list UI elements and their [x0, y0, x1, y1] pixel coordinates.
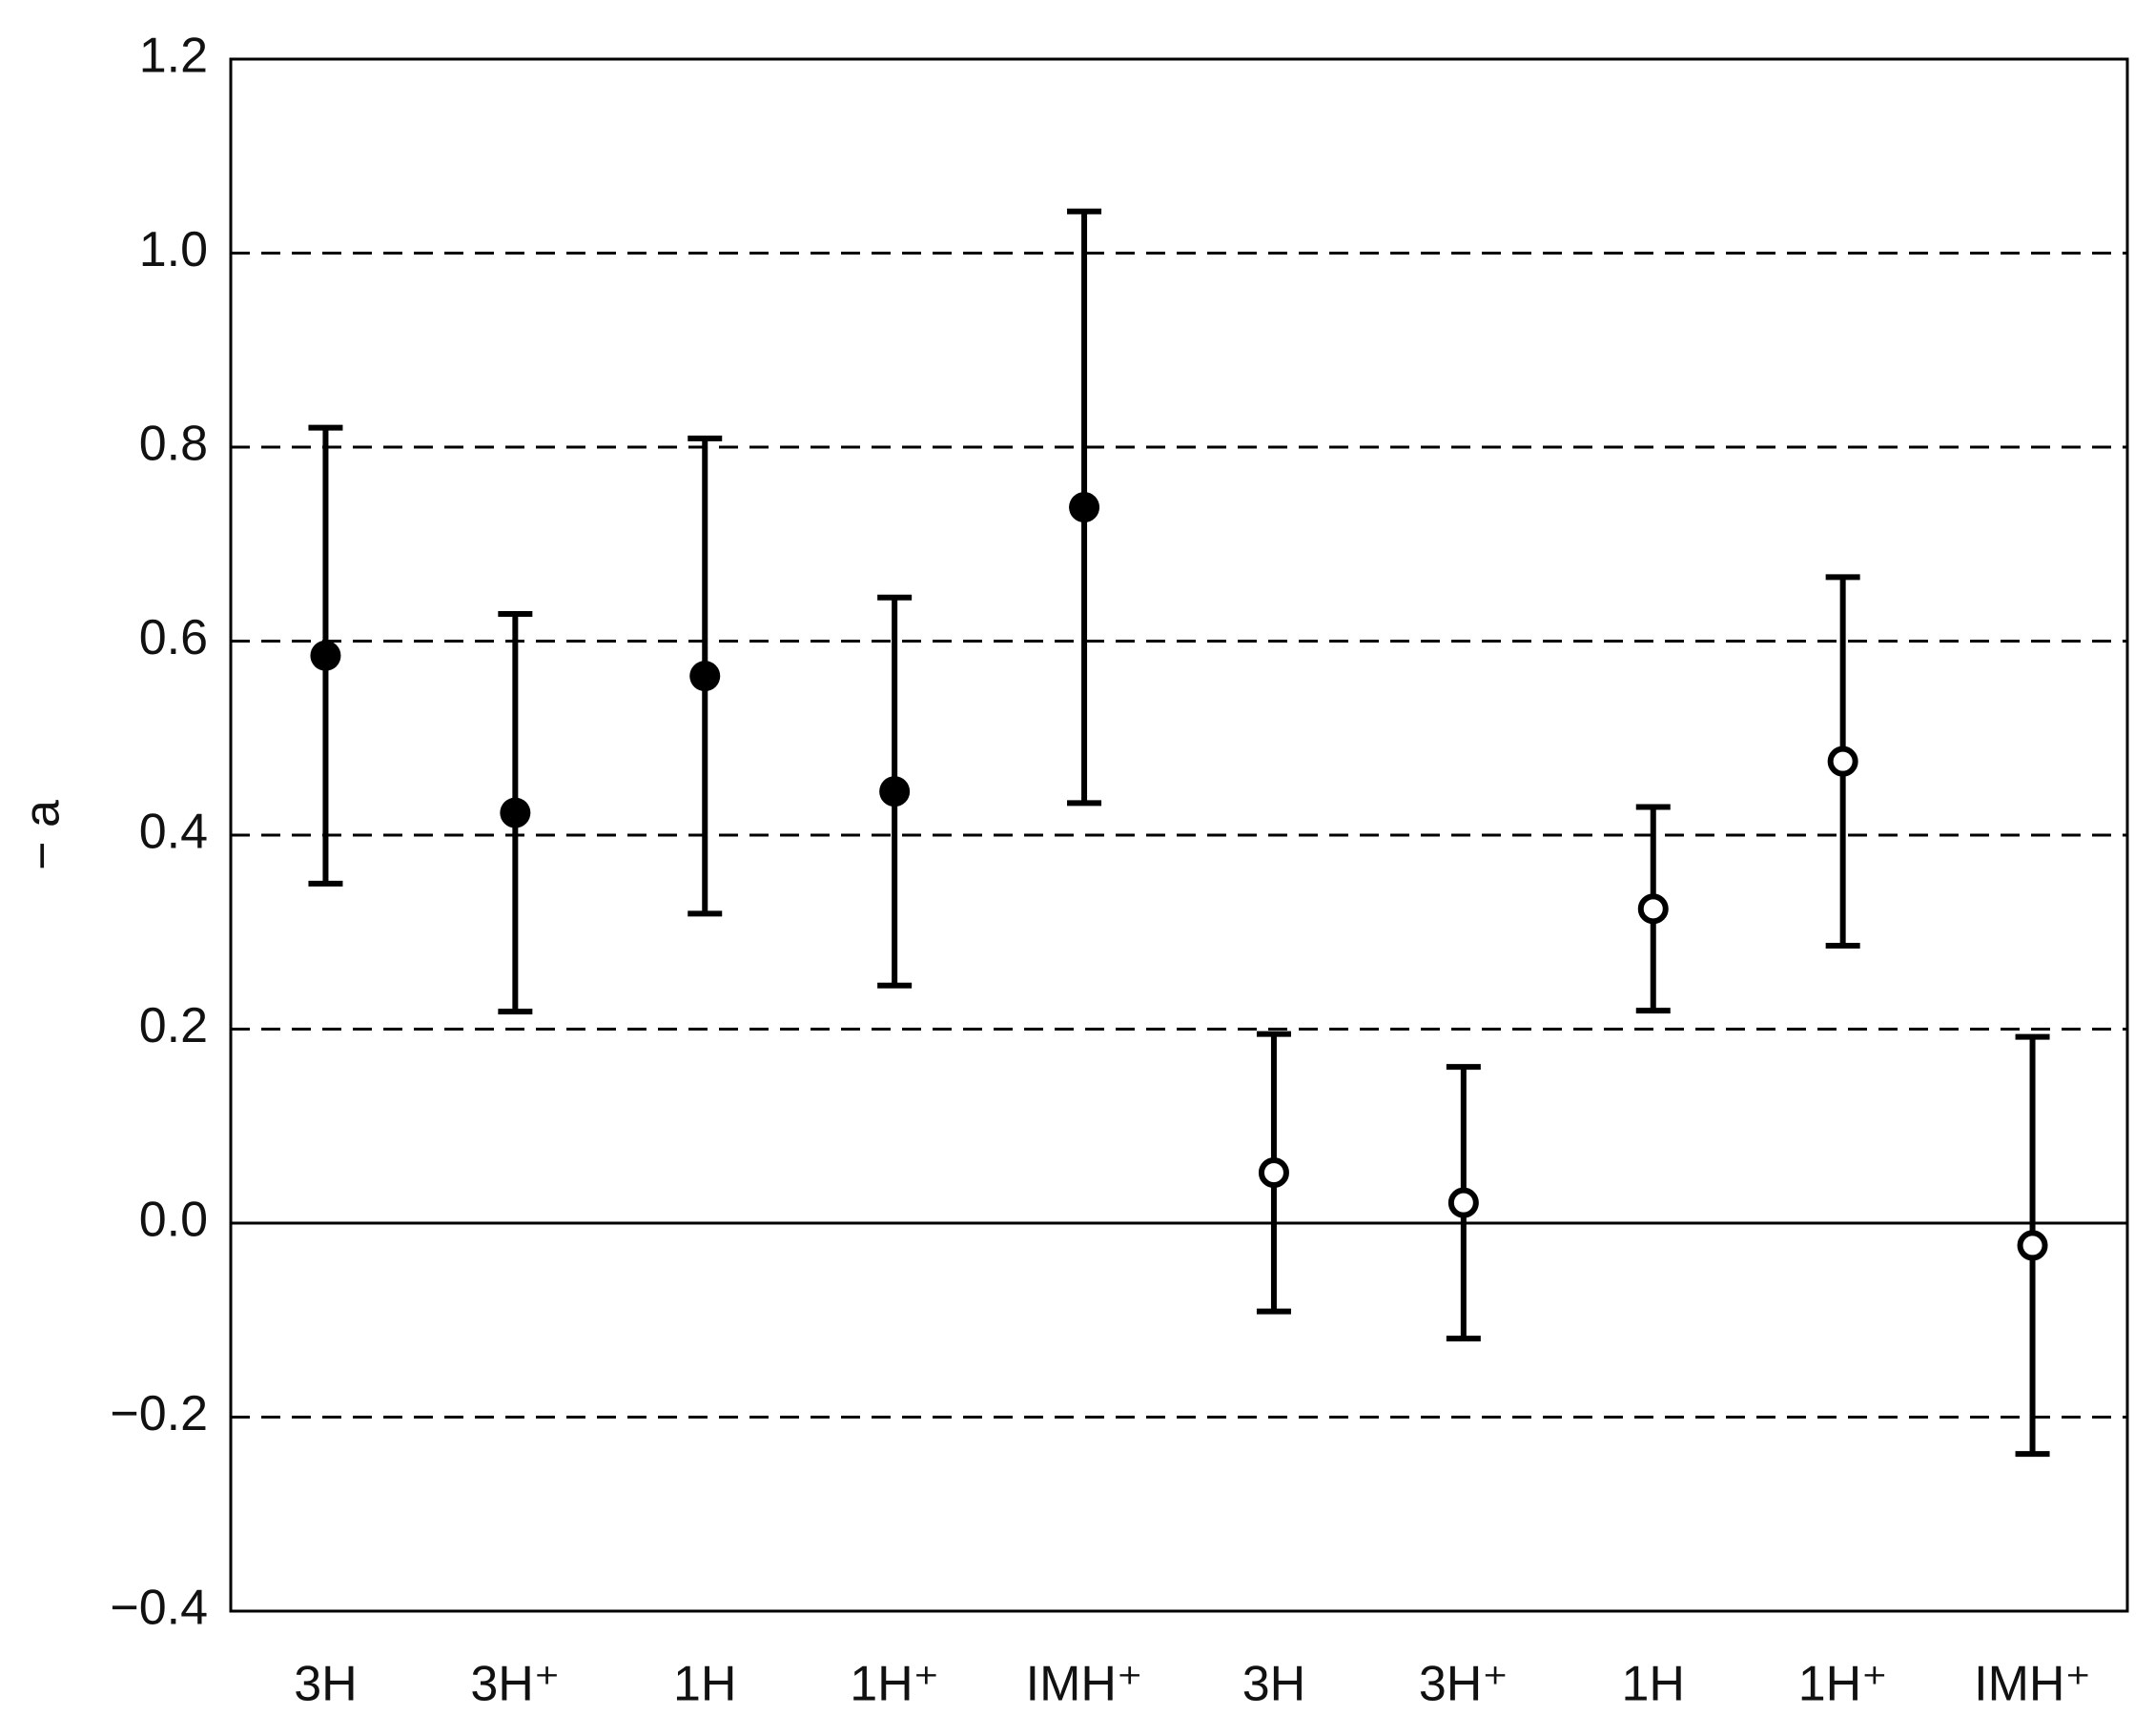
y-tick-label: 1.2	[139, 29, 208, 84]
data-point	[310, 640, 341, 671]
data-point	[500, 797, 531, 828]
plot-frame	[229, 57, 2129, 1613]
x-tick-label: 1H	[673, 1657, 736, 1712]
y-axis-label: − a	[15, 800, 71, 870]
x-tick-label: IMH⁺	[1974, 1657, 2091, 1712]
data-point	[689, 661, 721, 692]
y-tick-label: −0.2	[110, 1386, 208, 1441]
x-tick-label: 3H⁺	[470, 1657, 560, 1712]
x-tick-label: 3H	[1242, 1657, 1305, 1712]
x-tick-label: 1H⁺	[1798, 1657, 1888, 1712]
data-point	[1447, 1187, 1479, 1218]
data-point	[1258, 1157, 1289, 1189]
x-tick-label: IMH⁺	[1026, 1657, 1143, 1712]
x-tick-label: 3H⁺	[1419, 1657, 1508, 1712]
y-tick-label: −0.4	[110, 1581, 208, 1636]
data-point	[1637, 893, 1669, 925]
data-point	[1827, 745, 1858, 777]
y-tick-label: 0.4	[139, 805, 208, 860]
data-point	[1069, 492, 1100, 523]
x-tick-label: 1H	[1622, 1657, 1685, 1712]
y-tick-label: 0.6	[139, 610, 208, 665]
x-tick-label: 1H⁺	[850, 1657, 939, 1712]
y-tick-label: 0.2	[139, 998, 208, 1053]
data-point	[879, 776, 911, 807]
x-tick-label: 3H	[294, 1657, 357, 1712]
y-tick-label: 1.0	[139, 222, 208, 277]
y-tick-label: 0.8	[139, 417, 208, 472]
y-tick-label: 0.0	[139, 1193, 208, 1248]
data-point	[2017, 1230, 2048, 1261]
